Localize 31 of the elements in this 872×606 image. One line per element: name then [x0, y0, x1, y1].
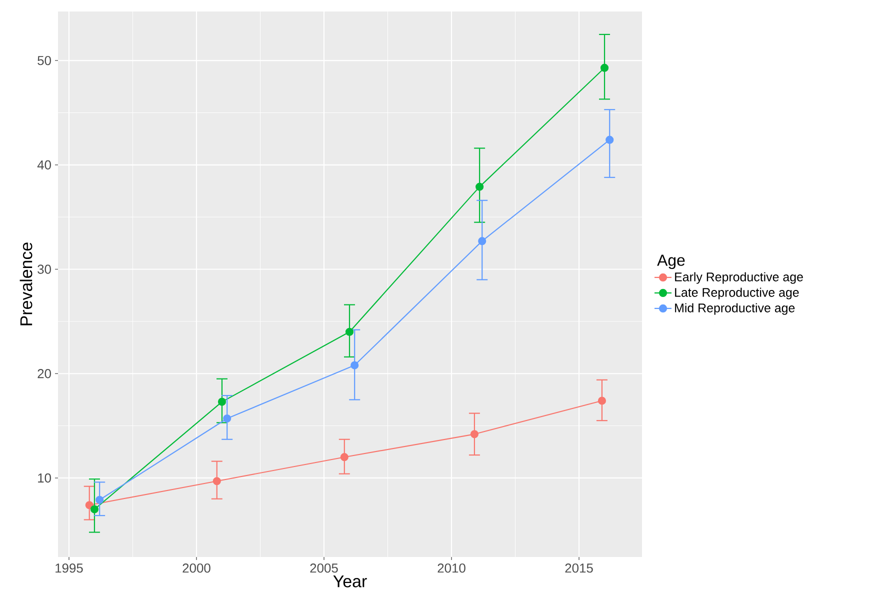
legend-label: Late Reproductive age [675, 288, 799, 300]
point [476, 182, 484, 191]
point [90, 505, 99, 514]
point [85, 501, 94, 510]
x-axis-title: Year [333, 576, 367, 588]
y-axis-title: Prevalence [20, 242, 32, 326]
x-tick-label: 2000 [182, 564, 210, 573]
point [470, 430, 479, 438]
point [223, 414, 232, 423]
y-tick-label: 30 [38, 264, 51, 274]
x-tick-label: 2015 [565, 564, 593, 573]
point [345, 328, 354, 336]
point [350, 361, 359, 370]
y-tick-label: 40 [37, 160, 51, 170]
point [600, 64, 609, 72]
point [212, 477, 221, 486]
point [598, 396, 606, 405]
y-tick-label: 10 [38, 473, 51, 483]
legend-label: Mid Reproductive age [675, 303, 795, 315]
x-tick-label: 2005 [310, 564, 338, 573]
y-tick-label: 20 [38, 369, 51, 378]
point [340, 453, 348, 462]
legend-title: Age [657, 254, 685, 270]
x-tick-label: 2010 [438, 564, 466, 573]
point [606, 136, 614, 144]
x-tick-label: 1995 [56, 564, 83, 573]
point [478, 237, 486, 246]
legend-label: Early Reproductive age [675, 272, 803, 284]
point [218, 398, 226, 406]
y-tick-label: 50 [38, 56, 51, 66]
point [96, 496, 104, 504]
